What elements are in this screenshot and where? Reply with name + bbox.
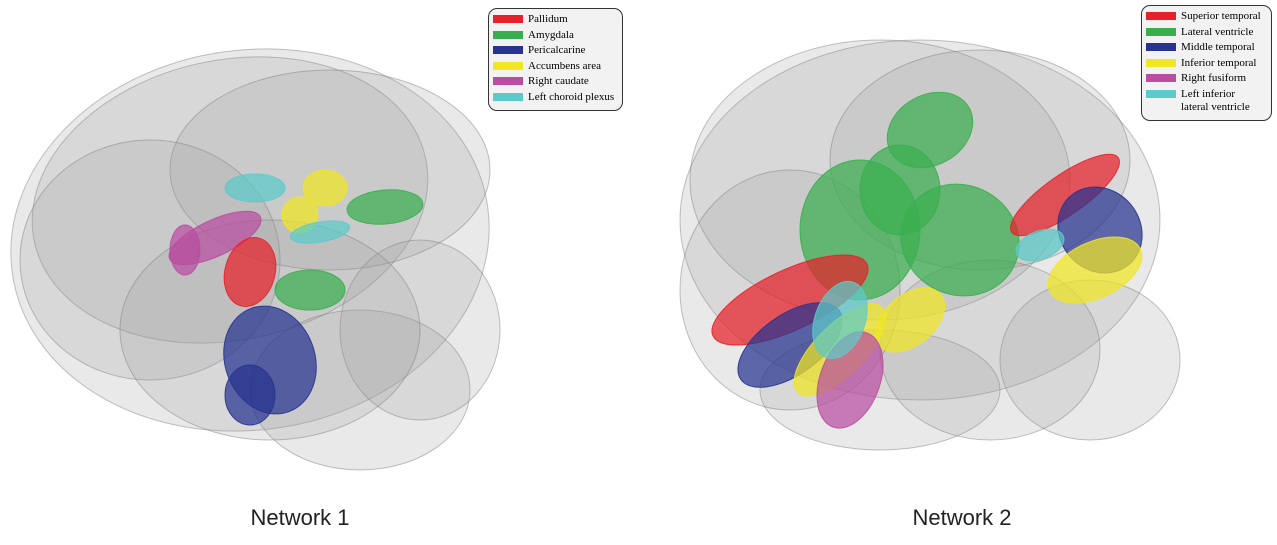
legend-item: Left choroid plexus bbox=[493, 91, 616, 104]
region bbox=[302, 169, 348, 207]
legend-swatch bbox=[1146, 27, 1176, 36]
legend-label: Accumbens area bbox=[528, 59, 601, 72]
legend-label: Pericalcarine bbox=[528, 44, 586, 56]
legend-item: Inferior temporal bbox=[1146, 57, 1265, 70]
legend-swatch bbox=[1146, 43, 1176, 51]
region bbox=[346, 189, 424, 225]
region bbox=[289, 220, 351, 244]
legend-label: Superior temporal bbox=[1181, 10, 1261, 22]
region bbox=[274, 269, 346, 311]
legend-label: Pallidum bbox=[528, 13, 568, 25]
legend-swatch bbox=[1146, 12, 1176, 20]
legend-label: Left inferior lateral ventricle bbox=[1181, 87, 1250, 113]
legend-label: Middle temporal bbox=[1181, 41, 1255, 53]
legend-item: Left inferior lateral ventricle bbox=[1146, 88, 1265, 114]
legend-label: Lateral ventricle bbox=[1181, 25, 1254, 38]
legend-swatch bbox=[493, 61, 523, 70]
legend-label: Right caudate bbox=[528, 75, 589, 87]
legend-swatch bbox=[493, 15, 523, 23]
legend-item: Lateral ventricle bbox=[1146, 26, 1265, 39]
region bbox=[169, 224, 201, 276]
legend: Superior temporal Lateral ventricle Middle… bbox=[1141, 5, 1272, 121]
legend-item: Right fusiform bbox=[1146, 72, 1265, 85]
legend-label: Left choroid plexus bbox=[528, 90, 615, 103]
legend-item: Middle temporal bbox=[1146, 41, 1265, 54]
region bbox=[859, 144, 941, 236]
legend-label: Right fusiform bbox=[1181, 72, 1247, 84]
legend-swatch bbox=[493, 92, 523, 101]
legend-label: Amygdala bbox=[528, 28, 574, 41]
caption: Network 1 bbox=[250, 505, 350, 530]
legend-swatch bbox=[1146, 89, 1176, 98]
legend-item: Accumbens area bbox=[493, 60, 616, 73]
legend-item: Superior temporal bbox=[1146, 10, 1265, 23]
legend-item: Amygdala bbox=[493, 29, 616, 42]
regions bbox=[168, 91, 1143, 429]
region bbox=[1015, 228, 1065, 262]
region bbox=[812, 280, 868, 360]
legend-item: Pallidum bbox=[493, 13, 616, 26]
legend-swatch bbox=[493, 46, 523, 54]
legend-label: Inferior temporal bbox=[1181, 56, 1257, 69]
legend-item: Right caudate bbox=[493, 75, 616, 88]
region bbox=[224, 173, 286, 203]
legend-swatch bbox=[493, 30, 523, 39]
region bbox=[1047, 236, 1143, 304]
legend-swatch bbox=[1146, 74, 1176, 82]
region bbox=[223, 237, 277, 307]
legend: Pallidum Amygdala Pericalcarine Accumbens a… bbox=[488, 8, 623, 111]
legend-swatch bbox=[493, 77, 523, 85]
legend-swatch bbox=[1146, 58, 1176, 67]
legend-item: Pericalcarine bbox=[493, 44, 616, 57]
region bbox=[224, 364, 276, 426]
caption: Network 2 bbox=[912, 505, 1012, 530]
